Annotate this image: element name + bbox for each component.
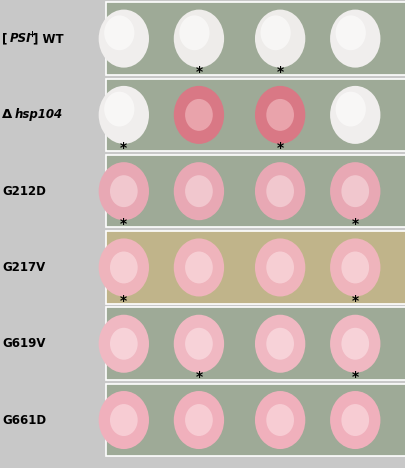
Circle shape (173, 239, 224, 297)
Text: *: * (351, 370, 358, 384)
Circle shape (329, 239, 379, 297)
Circle shape (98, 314, 149, 373)
Text: *: * (351, 0, 358, 2)
Circle shape (335, 92, 365, 126)
Text: *: * (195, 370, 202, 384)
Circle shape (254, 314, 305, 373)
Bar (105, 231, 405, 304)
Text: *: * (351, 217, 358, 231)
Text: *: * (276, 65, 283, 79)
Bar (105, 155, 405, 227)
Text: *: * (120, 293, 127, 307)
Circle shape (98, 162, 149, 220)
Circle shape (173, 162, 224, 220)
Text: *: * (120, 141, 127, 155)
Bar (105, 2, 405, 75)
Circle shape (185, 404, 212, 436)
Circle shape (329, 314, 379, 373)
Text: *: * (120, 217, 127, 231)
Bar (105, 307, 405, 380)
Circle shape (329, 9, 379, 67)
Circle shape (98, 239, 149, 297)
Circle shape (266, 328, 293, 360)
Bar (105, 79, 405, 151)
Text: G212D: G212D (2, 185, 46, 197)
Text: PSI: PSI (9, 32, 31, 45)
Text: hsp104: hsp104 (14, 109, 62, 121)
Circle shape (341, 328, 368, 360)
Circle shape (110, 328, 137, 360)
Circle shape (110, 251, 137, 284)
Circle shape (260, 15, 290, 50)
Circle shape (110, 175, 137, 207)
Circle shape (254, 86, 305, 144)
Text: *: * (195, 65, 202, 79)
Circle shape (185, 251, 212, 284)
Circle shape (266, 175, 293, 207)
Text: ] WT: ] WT (33, 32, 63, 45)
Circle shape (341, 251, 368, 284)
Circle shape (98, 9, 149, 67)
Circle shape (98, 86, 149, 144)
Text: *: * (276, 141, 283, 155)
Text: +: + (28, 30, 35, 39)
Text: [: [ (2, 32, 7, 45)
Circle shape (185, 328, 212, 360)
Circle shape (254, 162, 305, 220)
Circle shape (185, 99, 212, 131)
Circle shape (341, 175, 368, 207)
Circle shape (254, 391, 305, 449)
Circle shape (104, 15, 134, 50)
Text: G661D: G661D (2, 414, 46, 426)
Text: *: * (120, 0, 127, 2)
Text: Δ: Δ (2, 109, 12, 121)
Bar (105, 384, 405, 456)
Circle shape (329, 86, 379, 144)
Circle shape (335, 15, 365, 50)
Circle shape (104, 92, 134, 126)
Circle shape (266, 99, 293, 131)
Circle shape (266, 251, 293, 284)
Circle shape (98, 391, 149, 449)
Circle shape (173, 9, 224, 67)
Circle shape (254, 9, 305, 67)
Circle shape (254, 239, 305, 297)
Circle shape (266, 404, 293, 436)
Text: *: * (351, 293, 358, 307)
Circle shape (329, 391, 379, 449)
Circle shape (329, 162, 379, 220)
Text: G217V: G217V (2, 261, 45, 274)
Circle shape (173, 314, 224, 373)
Circle shape (173, 391, 224, 449)
Circle shape (173, 86, 224, 144)
Circle shape (179, 15, 209, 50)
Text: G619V: G619V (2, 337, 45, 350)
Circle shape (185, 175, 212, 207)
Circle shape (341, 404, 368, 436)
Circle shape (110, 404, 137, 436)
